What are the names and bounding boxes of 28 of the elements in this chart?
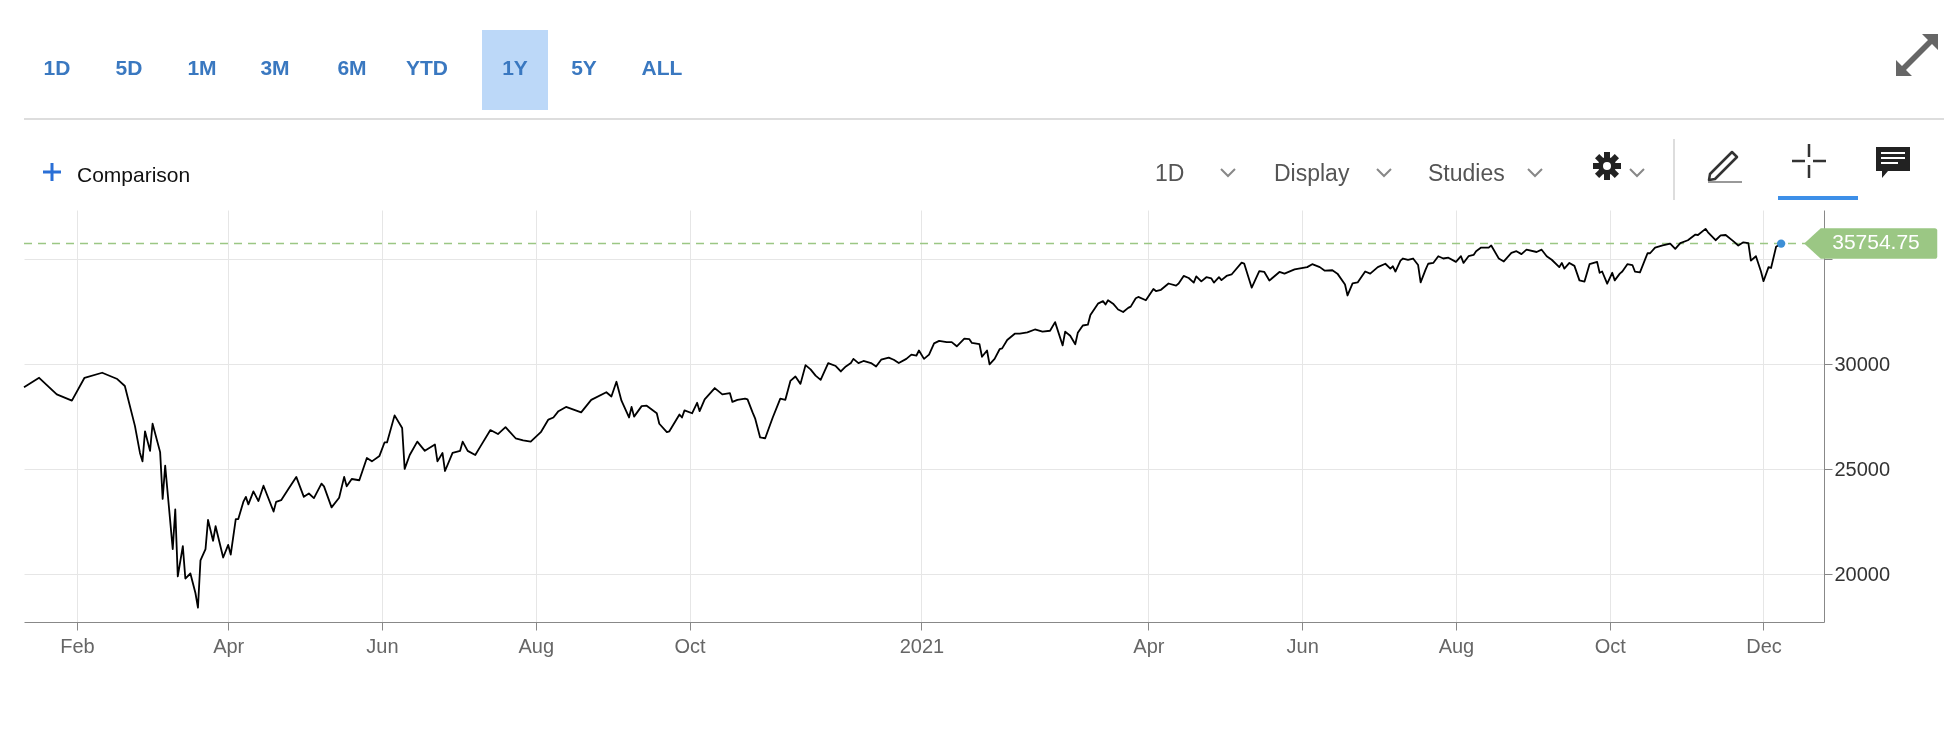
- y-tick-label: 20000: [1834, 562, 1891, 585]
- ref-line-label: 35754.75: [1832, 230, 1920, 254]
- text: 6M: [337, 56, 367, 80]
- x-tick-label: Aug: [1438, 634, 1475, 657]
- y-tick-label: 30000: [1834, 352, 1891, 375]
- text: Comparison: [77, 163, 191, 187]
- x-tick-label: Dec: [1746, 634, 1782, 657]
- x-tick-label: Feb: [60, 634, 95, 657]
- text: 1Y: [502, 56, 528, 80]
- text: Studies: [1428, 160, 1505, 187]
- text: Display: [1274, 160, 1350, 187]
- text: 5D: [115, 56, 143, 80]
- y-tick-label: 25000: [1834, 457, 1891, 480]
- text: 3M: [260, 56, 290, 80]
- text: YTD: [406, 56, 448, 80]
- text: 1D: [1155, 160, 1185, 187]
- x-tick-label: Oct: [674, 634, 707, 657]
- text: ALL: [641, 56, 683, 80]
- x-tick-label: Aug: [518, 634, 555, 657]
- x-tick-label: Jun: [366, 634, 399, 657]
- x-tick-label: Apr: [213, 634, 245, 657]
- text: 1D: [43, 56, 71, 80]
- text: 5Y: [571, 56, 597, 80]
- x-tick-label: Jun: [1286, 634, 1319, 657]
- text: 1M: [187, 56, 217, 80]
- x-tick-label: 2021: [899, 634, 945, 657]
- x-tick-label: Apr: [1133, 634, 1165, 657]
- x-tick-label: Oct: [1594, 634, 1627, 657]
